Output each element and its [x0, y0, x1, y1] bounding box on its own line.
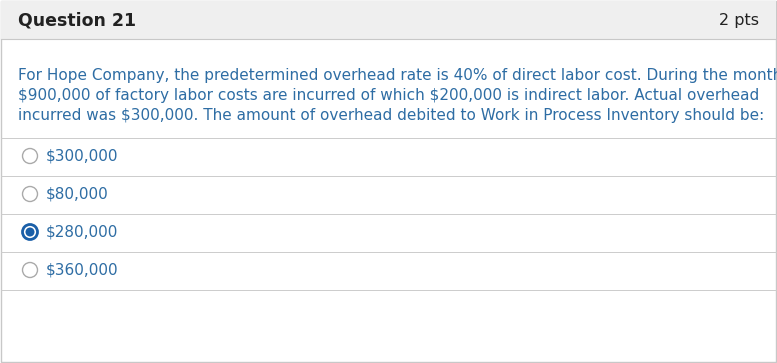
Circle shape: [23, 148, 37, 163]
Circle shape: [23, 262, 37, 277]
Circle shape: [23, 187, 37, 201]
Text: \$280,000: \$280,000: [46, 224, 118, 240]
Circle shape: [23, 224, 37, 240]
FancyBboxPatch shape: [1, 1, 776, 39]
Text: \$300,000: \$300,000: [46, 148, 119, 163]
Text: \$80,000: \$80,000: [46, 187, 109, 201]
Circle shape: [26, 228, 34, 237]
Text: incurred was \$300,000. The amount of overhead debited to Work in Process Invent: incurred was \$300,000. The amount of ov…: [18, 108, 765, 123]
Text: \$360,000: \$360,000: [46, 262, 119, 277]
Text: For Hope Company, the predetermined overhead rate is 40% of direct labor cost. D: For Hope Company, the predetermined over…: [18, 68, 777, 83]
Text: Question 21: Question 21: [18, 11, 136, 29]
Text: 2 pts: 2 pts: [719, 12, 759, 28]
Text: \$900,000 of factory labor costs are incurred of which \$200,000 is indirect lab: \$900,000 of factory labor costs are inc…: [18, 88, 759, 103]
